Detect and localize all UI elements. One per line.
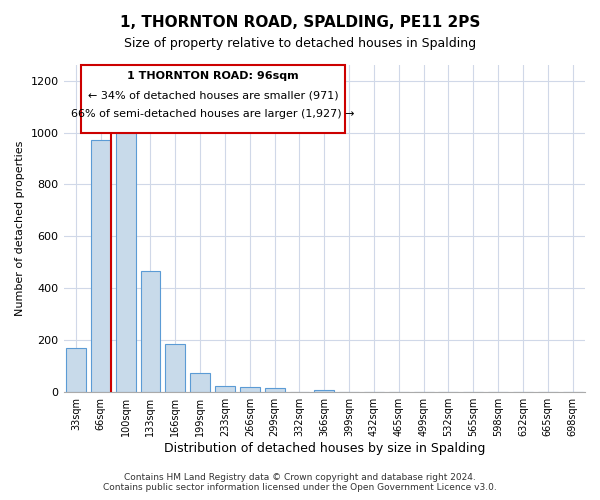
- Text: 66% of semi-detached houses are larger (1,927) →: 66% of semi-detached houses are larger (…: [71, 109, 355, 119]
- Y-axis label: Number of detached properties: Number of detached properties: [15, 141, 25, 316]
- Bar: [215, 386, 235, 392]
- Bar: [66, 348, 86, 392]
- Text: Size of property relative to detached houses in Spalding: Size of property relative to detached ho…: [124, 38, 476, 51]
- Bar: [314, 390, 334, 392]
- X-axis label: Distribution of detached houses by size in Spalding: Distribution of detached houses by size …: [164, 442, 485, 455]
- Text: ← 34% of detached houses are smaller (971): ← 34% of detached houses are smaller (97…: [88, 90, 338, 100]
- Bar: [190, 372, 210, 392]
- Bar: [140, 272, 160, 392]
- Text: Contains HM Land Registry data © Crown copyright and database right 2024.
Contai: Contains HM Land Registry data © Crown c…: [103, 473, 497, 492]
- Bar: [265, 388, 284, 392]
- Bar: [91, 140, 111, 392]
- Bar: [116, 132, 136, 392]
- Bar: [240, 387, 260, 392]
- Text: 1 THORNTON ROAD: 96sqm: 1 THORNTON ROAD: 96sqm: [127, 71, 299, 81]
- Bar: [166, 344, 185, 392]
- Text: 1, THORNTON ROAD, SPALDING, PE11 2PS: 1, THORNTON ROAD, SPALDING, PE11 2PS: [120, 15, 480, 30]
